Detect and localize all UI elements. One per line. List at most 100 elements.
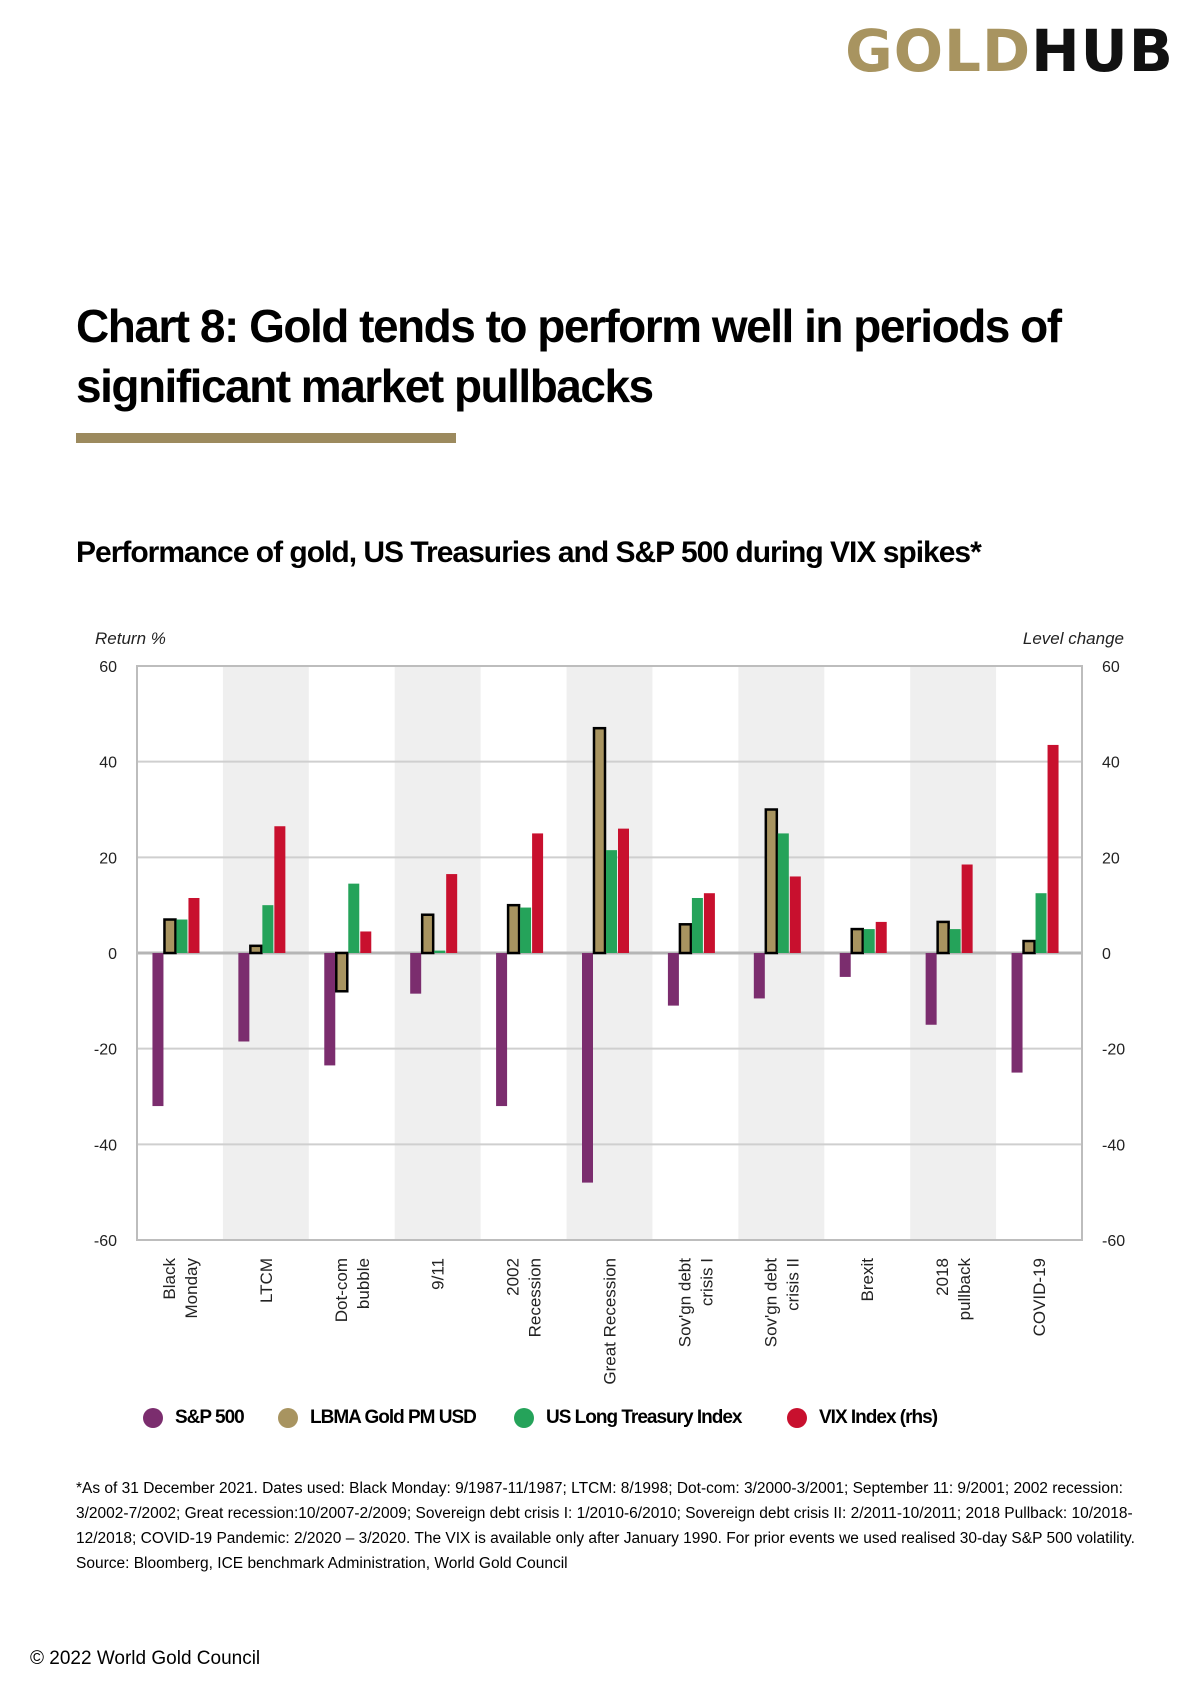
bar-0-6 <box>667 953 679 1006</box>
bar-0-1 <box>238 953 250 1042</box>
legend-label: LBMA Gold PM USD <box>310 1407 477 1428</box>
legend-item: US Long Treasury Index <box>514 1407 742 1429</box>
y-tick-label-left: 60 <box>99 659 117 676</box>
page-title: Chart 8: Gold tends to perform well in p… <box>76 300 1062 412</box>
bar-0-4 <box>496 953 508 1107</box>
bar-2-1 <box>262 905 274 953</box>
chart-subtitle: Performance of gold, US Treasuries and S… <box>76 536 982 569</box>
category-label: 9/11 <box>429 1258 448 1290</box>
category-label: 2018 <box>933 1258 952 1296</box>
y-tick-label-right: 40 <box>1102 755 1120 772</box>
legend-item: VIX Index (rhs) <box>787 1407 938 1429</box>
y-tick-label-right: 0 <box>1102 946 1111 963</box>
bar-0-0 <box>152 953 164 1107</box>
y-tick-label-left: -40 <box>94 1137 117 1154</box>
bar-2-5 <box>606 850 617 953</box>
bar-3-7 <box>789 876 801 953</box>
y-tick-label-left: 20 <box>99 850 117 867</box>
legend-label: VIX Index (rhs) <box>819 1407 938 1428</box>
bar-1-9 <box>936 920 950 955</box>
legend-swatch-icon <box>278 1408 298 1428</box>
chart-footnote: *As of 31 December 2021. Dates used: Bla… <box>76 1476 1136 1576</box>
bar-3-8 <box>875 921 887 953</box>
bar-3-3 <box>446 874 458 953</box>
bar-3-5 <box>618 828 629 953</box>
bar-2-2 <box>348 883 360 953</box>
bar-2-7 <box>777 833 789 953</box>
y-axis-label: Return % <box>95 629 166 648</box>
bar-1-6 <box>678 923 693 955</box>
y-tick-label-right: 60 <box>1102 659 1120 676</box>
chart-legend: S&P 500 LBMA Gold PM USD US Long Treasury … <box>0 1407 1200 1437</box>
category-label: crisis II <box>783 1258 802 1311</box>
y-tick-label-right: -40 <box>1102 1137 1125 1154</box>
y-tick-label-right: -60 <box>1102 1233 1125 1250</box>
category-label: Sov'gn debt <box>675 1258 694 1348</box>
bar-0-9 <box>925 953 937 1025</box>
category-label: Black <box>160 1258 179 1300</box>
bar-2-6 <box>691 897 703 953</box>
source-text: Source: Bloomberg, ICE benchmark Adminis… <box>76 1555 568 1572</box>
legend-label: US Long Treasury Index <box>546 1407 742 1428</box>
footnote-text: *As of 31 December 2021. Dates used: Bla… <box>76 1480 1135 1547</box>
bar-3-9 <box>961 864 973 953</box>
category-label: Monday <box>182 1258 201 1319</box>
y-tick-label-left: -60 <box>94 1233 117 1250</box>
legend-swatch-icon <box>787 1408 807 1428</box>
bar-3-0 <box>188 897 200 953</box>
y-tick-label-right: 20 <box>1102 850 1120 867</box>
bar-chart: 60 60 40 40 20 20 0 0 -20 -20 -40 -40 -60 -60 Return %… <box>94 629 1125 1385</box>
bar-1-0 <box>163 918 177 955</box>
bar-2-9 <box>949 929 961 953</box>
bar-1-3 <box>420 913 435 955</box>
bar-1-2 <box>335 951 349 993</box>
y-tick-label-left: -20 <box>94 1042 117 1059</box>
logo-hub-text: HUB <box>1031 17 1174 85</box>
bar-1-4 <box>506 903 521 955</box>
bar-2-4 <box>520 907 532 953</box>
logo-gold-text: GOLD <box>845 17 1032 85</box>
category-label: 2002 <box>504 1258 523 1296</box>
bar-3-4 <box>532 833 544 953</box>
category-label: Recession <box>526 1258 545 1337</box>
bar-3-2 <box>360 931 372 953</box>
category-label: Brexit <box>858 1258 877 1302</box>
bar-3-6 <box>703 893 715 953</box>
bar-0-7 <box>753 953 765 999</box>
category-label: pullback <box>955 1258 974 1321</box>
category-label: bubble <box>354 1258 373 1309</box>
bar-1-7 <box>764 808 779 955</box>
category-label: crisis I <box>697 1258 716 1306</box>
category-label: COVID-19 <box>1030 1258 1049 1336</box>
legend-item: LBMA Gold PM USD <box>278 1407 477 1429</box>
category-label: Sov'gn debt <box>761 1258 780 1348</box>
bar-2-8 <box>863 929 875 953</box>
plot-frame <box>136 665 1083 1241</box>
bar-3-1 <box>274 826 286 953</box>
category-label: Dot-com <box>332 1258 351 1322</box>
y-tick-label-right: -20 <box>1102 1042 1125 1059</box>
bar-3-10 <box>1047 744 1059 953</box>
bar-0-2 <box>324 953 336 1066</box>
y-tick-label-left: 0 <box>108 946 117 963</box>
bar-0-3 <box>410 953 422 994</box>
bar-2-0 <box>176 919 188 953</box>
legend-item: S&P 500 <box>143 1407 245 1429</box>
bar-1-8 <box>850 927 864 955</box>
bar-1-5 <box>592 726 607 955</box>
legend-swatch-icon <box>143 1408 163 1428</box>
bar-0-5 <box>582 953 593 1183</box>
bar-1-10 <box>1022 939 1036 955</box>
bar-2-3 <box>434 950 446 953</box>
category-label: LTCM <box>257 1258 276 1303</box>
y-tick-label-left: 40 <box>99 755 117 772</box>
legend-swatch-icon <box>514 1408 534 1428</box>
bar-2-10 <box>1035 893 1047 953</box>
bar-1-1 <box>249 944 263 955</box>
copyright: © 2022 World Gold Council <box>30 1648 261 1669</box>
y2-axis-label: Level change <box>1023 629 1124 648</box>
bar-0-10 <box>1011 953 1023 1073</box>
legend-label: S&P 500 <box>175 1407 245 1428</box>
title-underline <box>76 433 456 443</box>
bar-0-8 <box>839 953 851 977</box>
